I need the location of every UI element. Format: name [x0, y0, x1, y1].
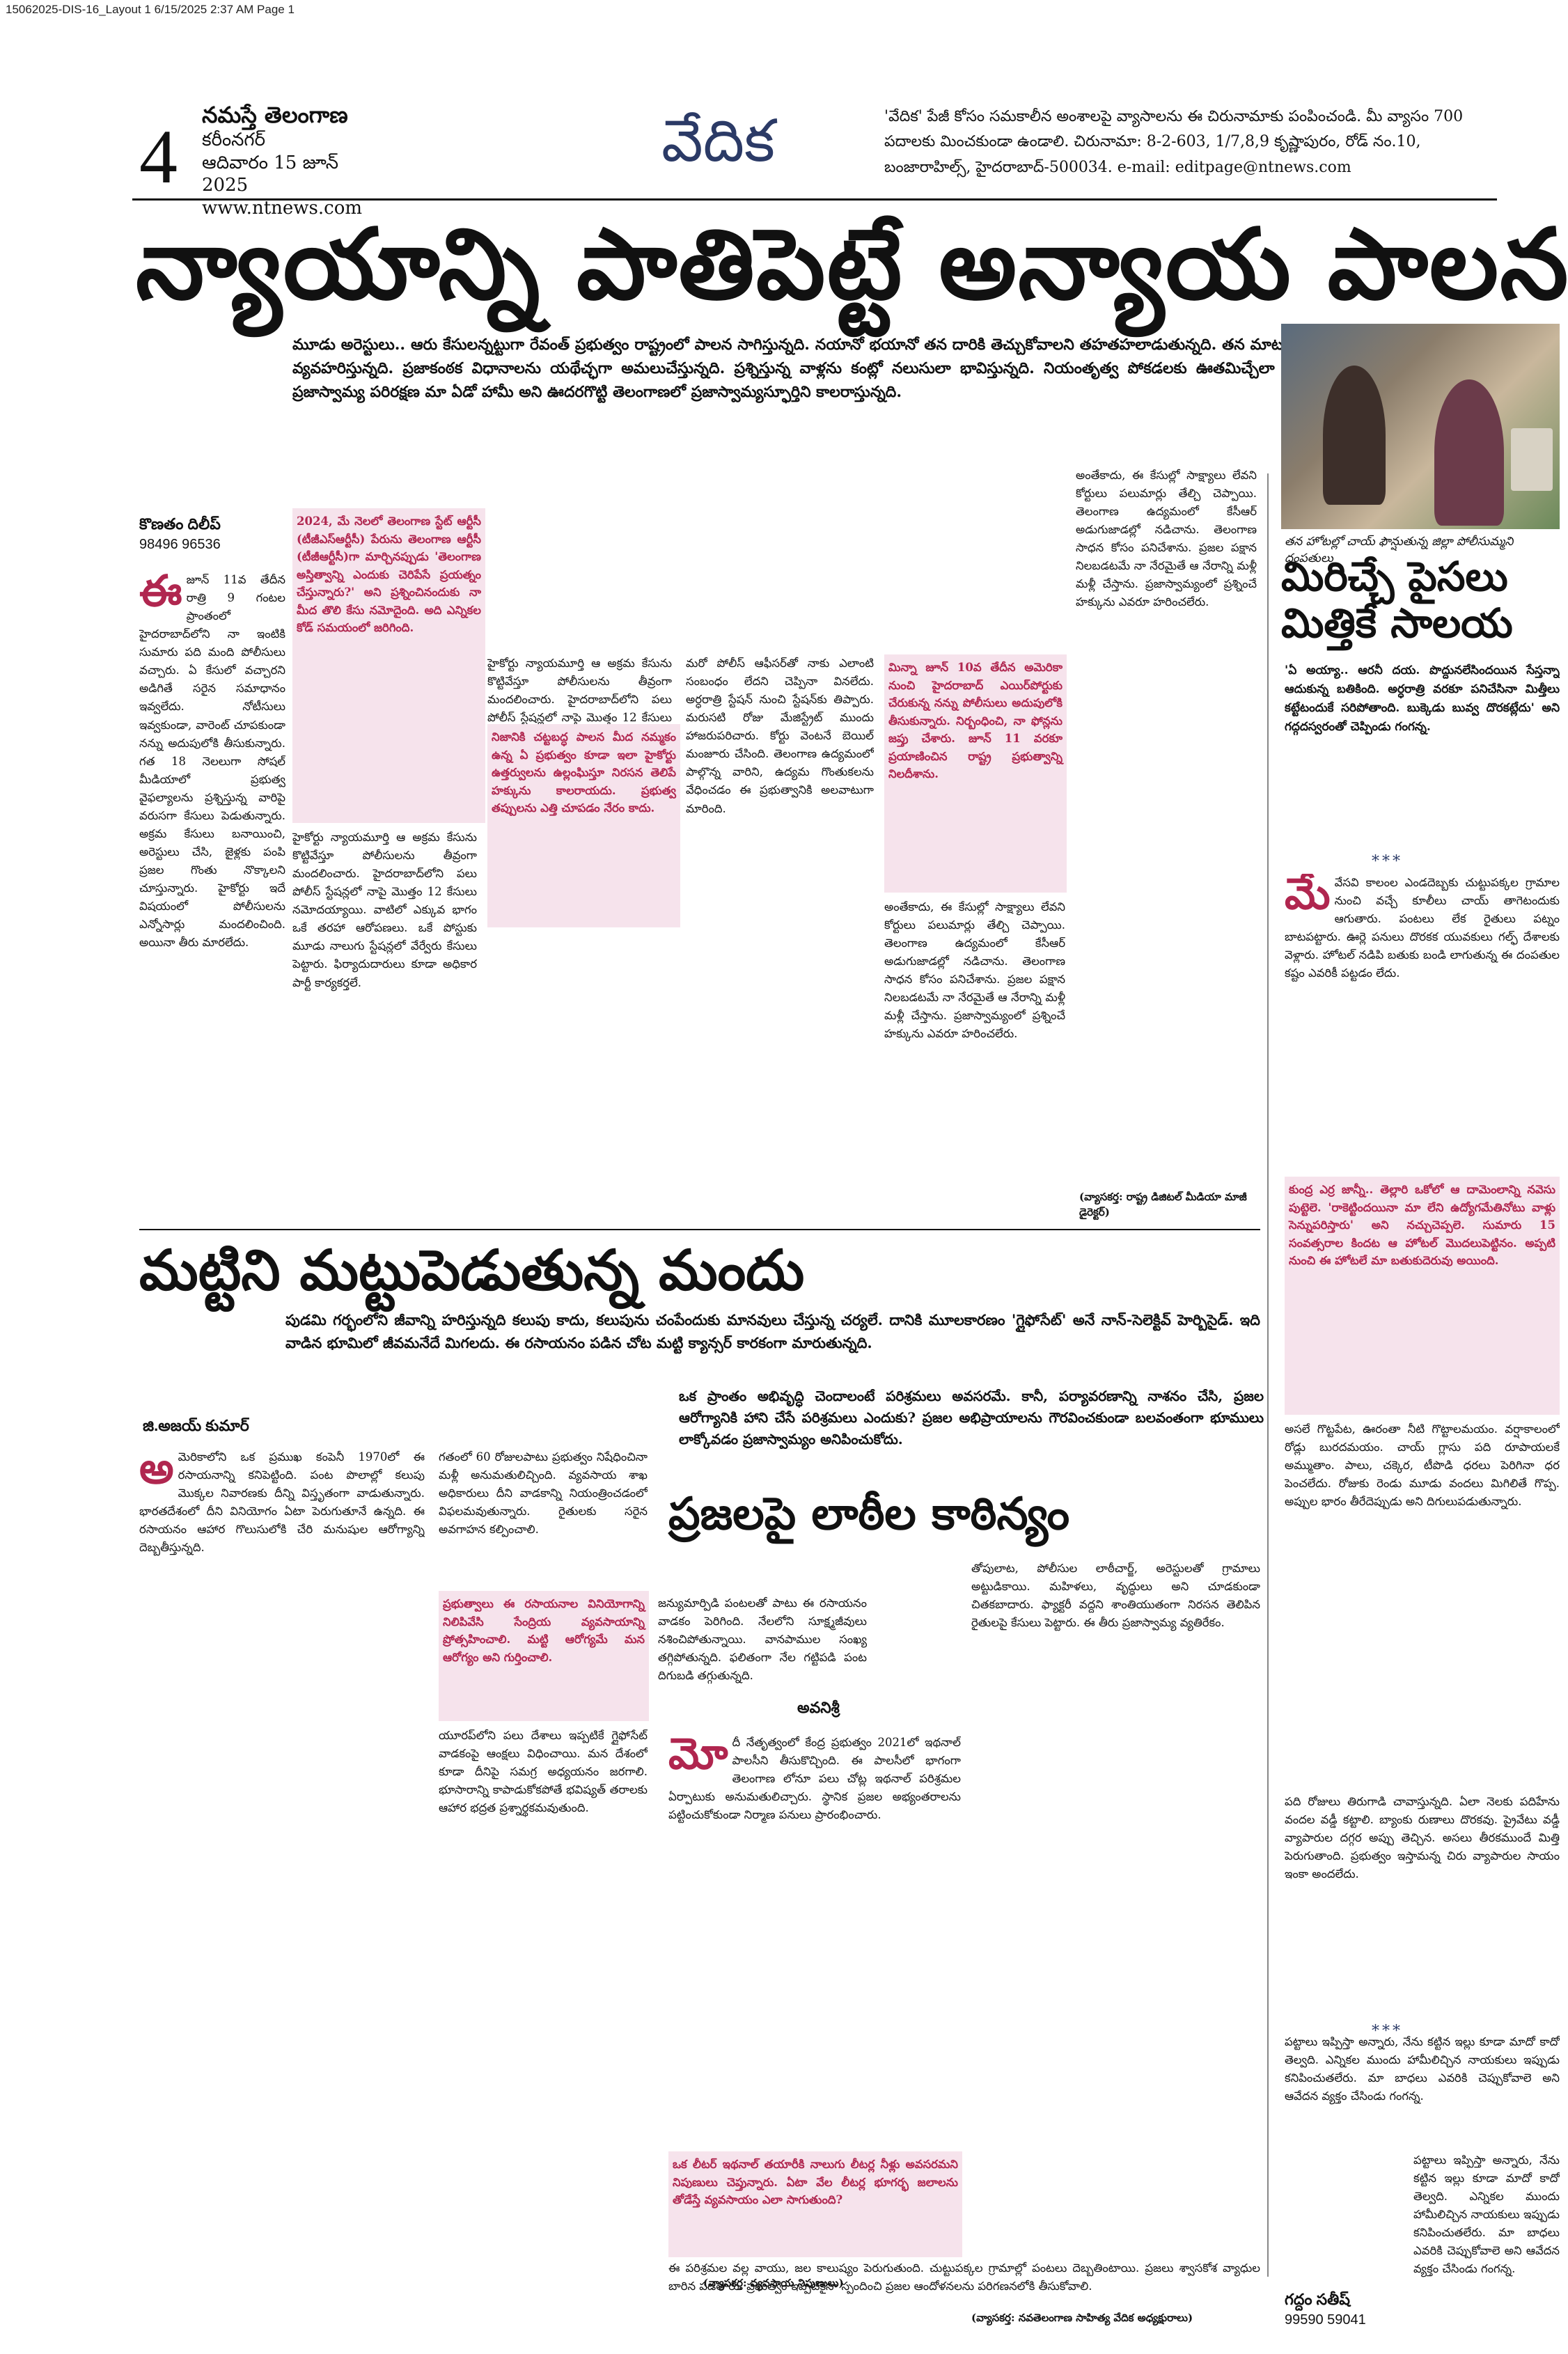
- lead-author-note: (వ్యాసకర్త: రాష్ట్ర డిజిటల్ మీడియా మాజీ …: [1079, 1191, 1247, 1218]
- separator-stars: ***: [1372, 853, 1403, 870]
- soil-headline: మట్టిని మట్టుపెడుతున్న మందు: [139, 1237, 805, 1303]
- lead-author: కొణతం దిలీప్: [139, 515, 221, 533]
- right-body-2: అసలే గొట్టపేట, ఊరంతా నీటి గొట్టాలమయం. వర…: [1285, 1422, 1560, 1509]
- right-pull-quote: కుంద్ర ఎర్ర జాన్నీ.. తెల్లారి ఒకోలో ఆ దా…: [1285, 1177, 1560, 1415]
- lathi-pull-quote: ఒక లీటర్ ఇథనాల్ తయారీకి నాలుగు లీటర్ల నీ…: [668, 2151, 962, 2257]
- soil-drop-cap: అ: [139, 1448, 174, 1493]
- lead-column-4: అంతేకాదు, ఈ కేసుల్లో సాక్ష్యాలు లేవని కో…: [1076, 469, 1257, 609]
- masthead-info: నమస్తే తెలంగాణ కరీంనగర్ ఆదివారం 15 జూన్ …: [202, 101, 369, 219]
- lead-column-3: మరో పోలీస్ ఆఫీసర్‌తో నాకు ఎలాంటి సంబంధం …: [686, 657, 874, 815]
- edition: కరీంనగర్: [202, 130, 266, 150]
- lathi-intro: ఒక ప్రాంతం అభివృద్ధి చెందాలంటే పరిశ్రమలు…: [679, 1388, 1264, 1447]
- lead-author-phone: 98496 96536: [139, 537, 221, 552]
- soil-column-2: గతంలో 60 రోజులపాటు ప్రభుత్వం నిషేధించినా…: [439, 1450, 648, 1537]
- soil-author: జి.అజయ్ కుమార్: [143, 1417, 249, 1434]
- lead-column-1: ఈ జూన్ 11వ తేదీన రాత్రి 9 గంటల ప్రాంతంలో …: [139, 571, 285, 950]
- right-body-3: పది రోజులు తిరుగాడి చావాస్తున్నది. ఏలా న…: [1285, 1795, 1560, 1881]
- lead-column-4-lower: అంతేకాదు, ఈ కేసుల్లో సాక్ష్యాలు లేవని కో…: [884, 900, 1065, 1041]
- lathi-author-note: (వ్యాసకర్త: నవతెలంగాణ సాహిత్య వేదిక అధ్య…: [971, 2312, 1193, 2324]
- right-intro: 'ఏ అయ్యా.. ఆరనీ దయ. పొద్దునలేసిందయిన సేస…: [1285, 664, 1560, 734]
- soil-column-1: అ మెరికాలోని ఒక ప్రముఖ కంపెనీ 1970లో ఈ రస…: [139, 1448, 425, 1555]
- hotel-photo: [1281, 324, 1560, 529]
- page-slug: 15062025-DIS-16_Layout 1 6/15/2025 2:37 …: [6, 3, 295, 16]
- soil-column-3: యూరప్‌లోని పలు దేశాలు ఇప్పటికే గ్లైఫోసేట…: [439, 1729, 648, 1815]
- right-body-1: మే వేసవి కాలంల ఎండదెబ్బకు చుట్టుపక్కల గ్ర…: [1285, 874, 1560, 980]
- right-body-4: పట్టాలు ఇప్పిస్తా అన్నారు, నేను కట్టిన ఇ…: [1285, 2035, 1560, 2103]
- soil-pull-quote: ప్రభుత్వాలు ఈ రసాయనాల వినియోగాన్ని నిలిప…: [439, 1591, 649, 1721]
- right-author: గద్దం సతీష్: [1285, 2291, 1350, 2308]
- section-rule: [139, 1229, 1260, 1230]
- column-divider: [1267, 473, 1269, 2277]
- drop-cap: ఈ: [139, 571, 182, 616]
- right-headline-line-1: మిరిచ్చే పైసలు: [1281, 553, 1508, 600]
- lead-column-2-lower: హైకోర్టు న్యాయమూర్తి ఆ అక్రమ కేసును కొట్…: [292, 831, 477, 989]
- lathi-drop-cap: మో: [668, 1734, 728, 1779]
- soil-intro: పుడమి గర్భంలోని జీవాన్ని హరిస్తున్నది కల…: [285, 1311, 1260, 1351]
- soil-author-note: (వ్యాసకర్త: వ్యవసాయ నిపుణులు): [703, 2277, 844, 2289]
- section-title: వేదిక: [661, 107, 775, 175]
- right-headline-line-2: మిత్తికే సాలయ: [1281, 599, 1513, 647]
- lead-pull-quote-2: నిజానికి చట్టబద్ధ పాలన మీద నమ్మకం ఉన్న ఏ…: [487, 724, 680, 927]
- website: www.ntnews.com: [202, 197, 363, 219]
- lead-headline: న్యాయాన్ని పాతిపెట్టే అన్యాయ పాలన!: [136, 207, 1568, 322]
- paper-name: నమస్తే తెలంగాణ: [202, 102, 348, 128]
- right-body-5: పట్టాలు ఇప్పిస్తా అన్నారు, నేను కట్టిన ఇ…: [1413, 2153, 1560, 2276]
- page-number: 4: [139, 114, 178, 199]
- soil-column-4: జన్యుమార్పిడి పంటలతో పాటు ఈ రసాయనం వాడకం…: [658, 1596, 867, 1683]
- submission-note: 'వేదిక' పేజీ కోసం సమకాలీన అంశాలపై వ్యాసా…: [884, 108, 1464, 176]
- top-rule: [132, 198, 1497, 201]
- photo-caption: తన హోటల్లో చాయ్ ఫౌన్షుతున్న జిల్లా పోలీస…: [1285, 535, 1514, 565]
- lathi-author: అవనిశ్రీ: [797, 1699, 840, 1716]
- lead-author-block: కొణతం దిలీప్ 98496 96536: [139, 515, 285, 553]
- lathi-column-1: మో దీ నేతృత్వంలో కేంద్ర ప్రభుత్వం 2021లో …: [668, 1734, 961, 1822]
- right-author-phone: 99590 59041: [1285, 2312, 1366, 2328]
- lead-pull-quote-1: 2024, మే నెలలో తెలంగాణ స్టేట్ ఆర్టీసీ (ట…: [292, 508, 485, 823]
- right-headline: మిరిచ్చే పైసలు మిత్తికే సాలయ: [1281, 554, 1560, 646]
- lead-pull-quote-3: మిన్నా జూన్ 10వ తేదీన అమెరికా నుంచి హైదర…: [884, 654, 1067, 893]
- lathi-headline: ప్రజలపై లాఠీల కాఠిన్యం: [668, 1488, 1070, 1540]
- lathi-column-3: ఈ పరిశ్రమల వల్ల వాయు, జల కాలుష్యం పెరుగు…: [668, 2261, 1260, 2293]
- lathi-column-2: తోపులాట, పోలీసుల లాఠీచార్జ్, అరెస్టులతో …: [971, 1562, 1260, 1630]
- right-drop-cap: మే: [1285, 874, 1331, 919]
- separator-stars-2: ***: [1372, 2023, 1403, 2040]
- date: ఆదివారం 15 జూన్ 2025: [202, 152, 339, 196]
- right-author-block: గద్దం సతీష్ 99590 59041: [1285, 2291, 1410, 2328]
